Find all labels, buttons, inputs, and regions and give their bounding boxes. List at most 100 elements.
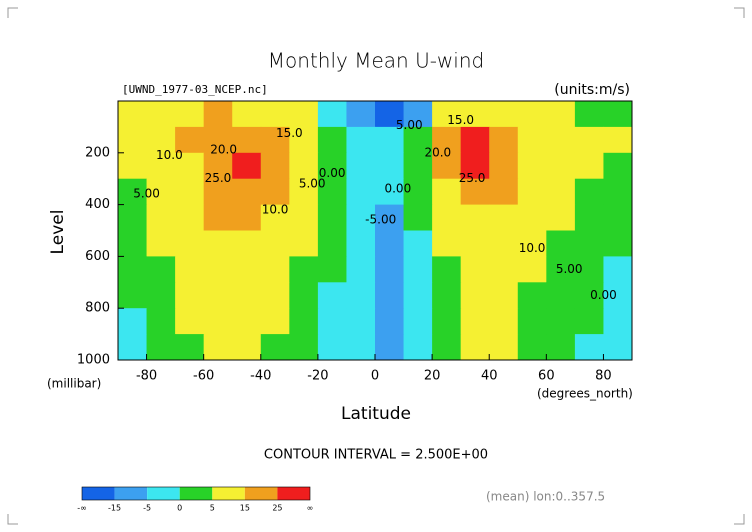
colorbar-label: ∞: [307, 504, 314, 513]
contour-cell: [346, 230, 376, 257]
colorbar-label: -5: [143, 504, 151, 513]
contour-label: 10.0: [156, 148, 183, 162]
contour-cell: [546, 256, 576, 283]
contour-cell: [546, 334, 576, 361]
contour-cell: [175, 204, 205, 231]
contour-label: 0.00: [319, 166, 346, 180]
x-tick-label: 60: [538, 369, 555, 384]
contour-label: 10.0: [262, 202, 289, 216]
contour-cell: [118, 152, 148, 180]
contour-cell: [432, 101, 462, 128]
y-units: (millibar): [47, 377, 101, 391]
contour-cell: [603, 178, 633, 206]
contour-cell: [232, 230, 262, 257]
contour-cell: [289, 126, 319, 154]
contour-cell: [546, 126, 576, 154]
x-axis-label: Latitude: [341, 404, 411, 424]
note: CONTOUR INTERVAL = 2.500E+00: [264, 448, 488, 463]
contour-cell: [146, 282, 176, 309]
contour-cell: [146, 101, 176, 128]
contour-cell: [432, 204, 462, 231]
contour-cell: [232, 308, 262, 335]
x-tick-label: -40: [250, 369, 271, 384]
contour-cell: [175, 101, 205, 128]
contour-cell: [375, 334, 405, 361]
contour-cell: [432, 178, 462, 206]
contour-cell: [346, 126, 376, 154]
contour-cell: [317, 178, 347, 206]
contour-cell: [403, 178, 433, 206]
contour-cell: [574, 178, 604, 206]
x-tick-label: 80: [595, 369, 612, 384]
contour-cell: [146, 126, 176, 154]
contour-label: 10.0: [519, 241, 546, 255]
contour-cell: [432, 256, 462, 283]
colorbar-label: 15: [240, 504, 250, 513]
contour-cell: [432, 152, 462, 180]
contour-cell: [260, 101, 290, 128]
contour-cell: [232, 204, 262, 231]
contour-cell: [175, 334, 205, 361]
contour-cell: [517, 101, 547, 128]
contour-cell: [489, 256, 519, 283]
x-tick-label: 20: [424, 369, 441, 384]
contour-cell: [603, 152, 633, 180]
contour-cell: [175, 256, 205, 283]
contour-cell: [289, 152, 319, 180]
contour-cell: [517, 178, 547, 206]
x-tick-label: -80: [136, 369, 157, 384]
contour-cell: [346, 334, 376, 361]
contour-cell: [203, 126, 233, 154]
contour-label: 5.00: [133, 187, 160, 201]
contour-cell: [489, 334, 519, 361]
contour-cell: [603, 101, 633, 128]
contour-cell: [317, 334, 347, 361]
contour-cell: [574, 282, 604, 309]
contour-cell: [517, 204, 547, 231]
contour-cell: [203, 230, 233, 257]
x-tick-label: -60: [193, 369, 214, 384]
contour-cell: [260, 282, 290, 309]
footer: (mean) lon:0..357.5: [486, 490, 605, 504]
contour-cell: [489, 282, 519, 309]
contour-cell: [403, 152, 433, 180]
contour-cell: [346, 204, 376, 231]
y-axis-label: Level: [48, 210, 68, 255]
contour-cell: [346, 256, 376, 283]
contour-cell: [203, 334, 233, 361]
contour-cell: [375, 126, 405, 154]
contour-cell: [203, 101, 233, 128]
contour-cell: [403, 308, 433, 335]
y-tick-label: 400: [85, 197, 110, 212]
contour-cell: [118, 230, 148, 257]
colorbar-bin: [147, 487, 180, 500]
contour-cell: [546, 308, 576, 335]
contour-label: -5.00: [365, 213, 396, 227]
contour-cell: [289, 282, 319, 309]
contour-cell: [489, 101, 519, 128]
contour-cell: [260, 230, 290, 257]
contour-cell: [460, 256, 490, 283]
contour-cell: [603, 204, 633, 231]
contour-cell: [460, 308, 490, 335]
contour-cell: [403, 126, 433, 154]
chart-title: Monthly Mean U-wind: [268, 49, 484, 73]
x-tick-label: -20: [307, 369, 328, 384]
contour-cell: [546, 282, 576, 309]
contour-cell: [317, 308, 347, 335]
contour-cell: [517, 152, 547, 180]
contour-cell: [574, 126, 604, 154]
contour-cell: [289, 101, 319, 128]
contour-cell: [489, 126, 519, 154]
contour-cell: [403, 101, 433, 128]
contour-cell: [317, 101, 347, 128]
contour-cell: [375, 152, 405, 180]
contour-cell: [289, 204, 319, 231]
contour-cell: [289, 256, 319, 283]
contour-label: 5.00: [556, 262, 583, 276]
contour-cell: [317, 256, 347, 283]
contour-cell: [460, 282, 490, 309]
contour-cell: [603, 126, 633, 154]
contour-cell: [346, 101, 376, 128]
